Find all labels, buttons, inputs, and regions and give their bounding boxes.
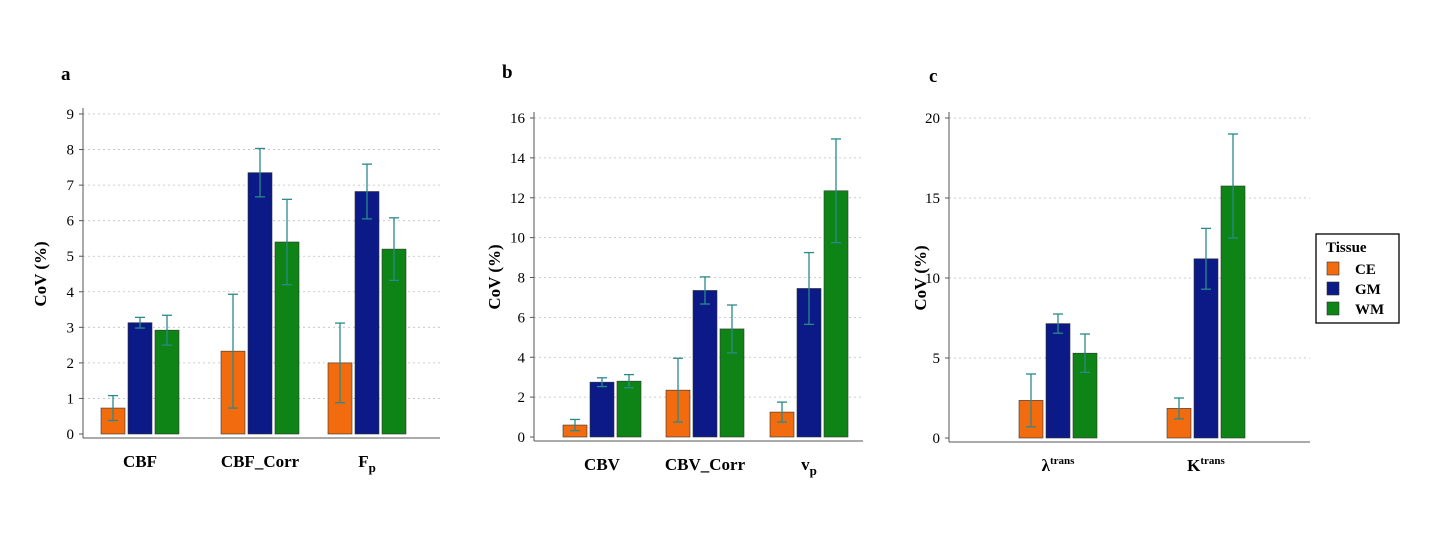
y-tick-label: 2 bbox=[67, 356, 75, 372]
y-tick-label: 14 bbox=[510, 151, 526, 167]
legend-label-ce: CE bbox=[1355, 262, 1376, 278]
legend: Tissue CE GM WM bbox=[1315, 233, 1400, 324]
x-tick-label: Ktrans bbox=[1187, 455, 1225, 475]
bar-gm bbox=[1045, 323, 1071, 439]
y-tick-label: 10 bbox=[925, 271, 940, 287]
x-tick-label: CBV bbox=[584, 455, 621, 474]
chart-panel-a: a CoV (%) 0 1 2 3 4 5 6 7 8 9 CBF CBF_Corr Fp bbox=[31, 64, 440, 475]
panel-letter-b: b bbox=[502, 62, 513, 83]
y-tick-label: 9 bbox=[67, 107, 75, 123]
y-tick-label: 20 bbox=[925, 111, 940, 127]
x-tick-label: CBV_Corr bbox=[665, 455, 746, 474]
y-tick-label: 5 bbox=[67, 249, 75, 265]
bar-ce bbox=[1166, 408, 1192, 439]
bar-wm bbox=[616, 380, 642, 438]
y-tick-label: 3 bbox=[67, 320, 75, 336]
y-axis-label-b: CoV (%) bbox=[485, 244, 504, 309]
panel-letter-c: c bbox=[929, 66, 937, 87]
legend-swatch-gm bbox=[1326, 281, 1340, 296]
y-tick-label: 16 bbox=[510, 111, 526, 127]
y-tick-label: 8 bbox=[518, 271, 526, 287]
legend-swatch-wm bbox=[1326, 301, 1340, 316]
y-tick-label: 0 bbox=[518, 430, 526, 446]
chart-panel-c: c CoV (%) 0 5 10 15 20 λtrans Ktrans bbox=[911, 66, 1310, 475]
bar-gm bbox=[692, 290, 718, 438]
legend-title: Tissue bbox=[1326, 240, 1367, 256]
legend-swatch-ce bbox=[1326, 261, 1340, 276]
y-tick-label: 6 bbox=[67, 214, 75, 230]
y-tick-label: 7 bbox=[67, 178, 75, 194]
x-tick-label: Fp bbox=[358, 452, 376, 475]
y-tick-label: 0 bbox=[933, 431, 941, 447]
chart-panel-b: b CoV (%) 0 2 4 6 8 10 12 14 16 CBV CBV_Corr vp bbox=[485, 62, 863, 478]
y-tick-label: 12 bbox=[510, 191, 525, 207]
y-tick-label: 10 bbox=[510, 231, 525, 247]
x-tick-label: CBF_Corr bbox=[221, 452, 300, 471]
y-tick-label: 5 bbox=[933, 351, 941, 367]
bar-gm bbox=[354, 191, 380, 435]
y-tick-label: 4 bbox=[518, 350, 526, 366]
y-tick-label: 4 bbox=[67, 285, 75, 301]
bar-gm bbox=[589, 381, 615, 438]
x-tick-label: vp bbox=[801, 455, 817, 478]
y-tick-label: 8 bbox=[67, 143, 75, 159]
y-tick-label: 1 bbox=[67, 391, 75, 407]
y-tick-label: 15 bbox=[925, 191, 940, 207]
y-tick-label: 0 bbox=[67, 427, 75, 443]
bar-gm bbox=[127, 322, 153, 435]
y-tick-label: 2 bbox=[518, 390, 526, 406]
x-tick-label: CBF bbox=[123, 452, 157, 471]
panel-letter-a: a bbox=[61, 64, 71, 85]
legend-label-gm: GM bbox=[1355, 282, 1381, 298]
y-tick-label: 6 bbox=[518, 310, 526, 326]
y-axis-label-a: CoV (%) bbox=[31, 241, 50, 306]
legend-label-wm: WM bbox=[1355, 302, 1384, 318]
bar-ce bbox=[769, 411, 795, 438]
y-axis-label-c: CoV (%) bbox=[911, 245, 930, 310]
x-tick-label: λtrans bbox=[1042, 455, 1076, 475]
bar-gm bbox=[247, 172, 273, 435]
